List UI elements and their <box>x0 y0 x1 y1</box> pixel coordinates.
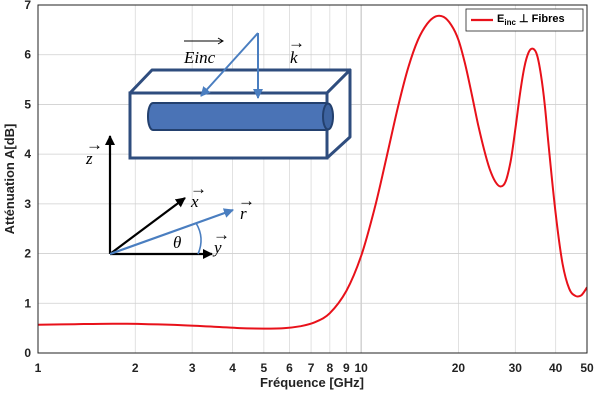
y-vector-mark: → <box>213 225 230 244</box>
theta-label: θ <box>173 233 181 252</box>
y-tick-label: 4 <box>24 147 31 161</box>
theta-arc <box>195 222 202 255</box>
y-tick-label: 7 <box>24 0 31 12</box>
x-tick-label: 2 <box>132 361 139 375</box>
x-tick-label: 6 <box>286 361 293 375</box>
r-label: r <box>240 204 247 223</box>
y-axis-ticks: 0 1 2 3 4 5 6 7 <box>24 0 31 360</box>
x-axis-arrow <box>109 197 186 255</box>
x-tick-label: 30 <box>509 361 523 375</box>
fiber-cylinder <box>147 102 331 131</box>
e-inc-label: Einc <box>183 48 216 67</box>
x-vector-mark: → <box>190 179 207 198</box>
fiber-end-cap <box>322 102 334 131</box>
e-inc-subscript: inc <box>194 48 215 67</box>
x-tick-label: 40 <box>549 361 563 375</box>
y-tick-label: 5 <box>24 97 31 111</box>
x-tick-label: 50 <box>580 361 594 375</box>
r-vector-mark: → <box>238 191 255 210</box>
plot-frame <box>37 4 588 354</box>
z-label: z <box>85 149 93 168</box>
y-tick-label: 2 <box>24 247 31 261</box>
x-axis-label: Fréquence [GHz] <box>260 375 364 390</box>
y-tick-label: 0 <box>24 346 31 360</box>
series-layer <box>38 14 587 330</box>
legend-label: Einc ⊥ Fibres <box>497 13 565 27</box>
x-tick-label: 10 <box>354 361 368 375</box>
e-inc-letter: E <box>183 48 195 67</box>
inset-illustration: Einc → k <box>128 32 352 160</box>
x-tick-label: 20 <box>452 361 466 375</box>
y-tick-label: 1 <box>24 296 31 310</box>
x-label: x <box>190 192 199 211</box>
z-vector-mark: → <box>86 135 103 154</box>
x-tick-label: 3 <box>189 361 196 375</box>
axes-diagram: → z → x → r → y θ <box>85 135 255 259</box>
x-tick-label: 4 <box>229 361 236 375</box>
x-tick-label: 8 <box>326 361 333 375</box>
e-inc-overline-head <box>217 37 224 45</box>
legend-label-sub: inc <box>504 18 516 27</box>
x-tick-label: 1 <box>35 361 42 375</box>
r-vector-arrow <box>109 208 234 256</box>
x-tick-label: 7 <box>308 361 315 375</box>
y-label: y <box>212 238 222 257</box>
legend: Einc ⊥ Fibres <box>465 8 584 32</box>
y-tick-label: 3 <box>24 197 31 211</box>
legend-label-main: E <box>497 13 504 25</box>
y-tick-label: 6 <box>24 48 31 62</box>
box-top-face <box>128 68 352 95</box>
k-vector-mark: → <box>288 33 305 52</box>
x-tick-label: 9 <box>343 361 350 375</box>
legend-box <box>465 8 584 32</box>
legend-label-rest: ⊥ Fibres <box>516 13 565 25</box>
grid-lines <box>37 4 588 354</box>
e-inc-arrow <box>200 32 259 97</box>
y-axis-label: Atténuation A[dB] <box>2 124 17 235</box>
x-axis-ticks: 1 2 3 4 5 6 7 8 9 10 20 30 40 50 <box>35 361 594 375</box>
k-label: k <box>290 48 298 67</box>
series-line <box>38 14 587 330</box>
x-tick-label: 5 <box>261 361 268 375</box>
